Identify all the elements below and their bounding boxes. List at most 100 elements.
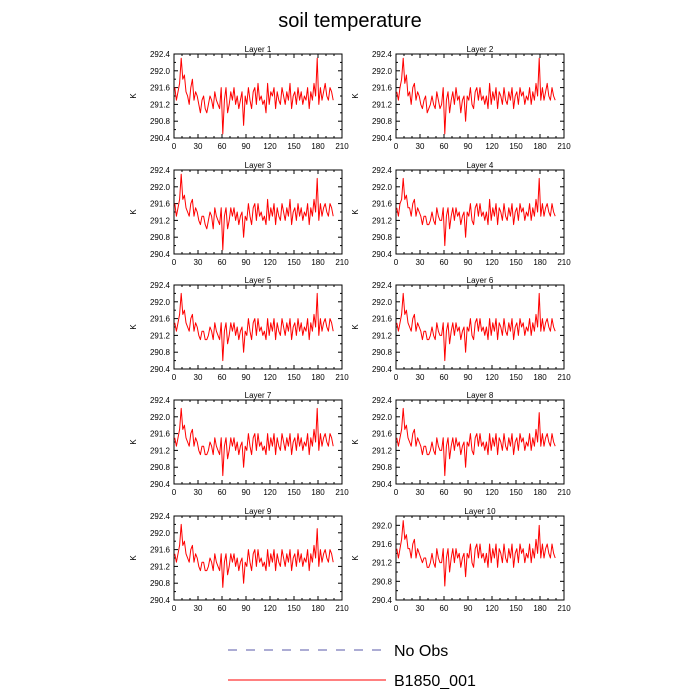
y-tick-label: 290.4 <box>372 134 393 143</box>
panel-3: Layer 3 0 30 60 90 120 150 180 210 290.4 290.8 291.… <box>129 161 349 267</box>
y-tick-label: 292.4 <box>150 166 171 175</box>
y-tick-label: 290.4 <box>150 365 171 374</box>
x-tick-label: 30 <box>194 604 203 613</box>
x-tick-label: 90 <box>464 373 473 382</box>
x-tick-label: 30 <box>416 142 425 151</box>
x-tick-label: 120 <box>485 258 499 267</box>
y-tick-label: 291.2 <box>372 331 393 340</box>
y-tick-label: 291.6 <box>150 430 171 439</box>
x-tick-label: 90 <box>242 373 251 382</box>
panel-title: Layer 8 <box>467 391 494 400</box>
x-tick-label: 120 <box>485 604 499 613</box>
y-tick-label: 290.4 <box>372 250 393 259</box>
panel-title: Layer 6 <box>467 276 494 285</box>
panel-title: Layer 3 <box>245 161 272 170</box>
y-axis-label: K <box>351 324 360 330</box>
x-tick-label: 210 <box>335 373 349 382</box>
x-tick-label: 90 <box>242 488 251 497</box>
y-tick-label: 291.6 <box>150 84 171 93</box>
x-tick-label: 210 <box>557 258 571 267</box>
y-tick-label: 290.8 <box>150 348 171 357</box>
y-tick-label: 290.8 <box>150 463 171 472</box>
x-tick-label: 0 <box>172 258 177 267</box>
x-tick-label: 150 <box>509 142 523 151</box>
y-tick-label: 291.2 <box>150 446 171 455</box>
x-tick-label: 30 <box>416 604 425 613</box>
y-tick-label: 292.4 <box>372 166 393 175</box>
x-tick-label: 30 <box>194 258 203 267</box>
y-tick-label: 290.4 <box>150 134 171 143</box>
y-tick-label: 292.0 <box>150 298 171 307</box>
x-tick-label: 120 <box>263 604 277 613</box>
y-tick-label: 290.8 <box>150 233 171 242</box>
series-line <box>174 523 334 588</box>
x-tick-label: 30 <box>194 373 203 382</box>
x-tick-label: 0 <box>394 142 399 151</box>
series-line <box>396 520 556 587</box>
x-tick-label: 150 <box>287 373 301 382</box>
y-tick-label: 292.4 <box>150 281 171 290</box>
x-tick-label: 180 <box>311 488 325 497</box>
panel-2: Layer 2 0 30 60 90 120 150 180 210 290.4 290.8 291.… <box>351 45 571 151</box>
x-tick-label: 60 <box>218 488 227 497</box>
x-tick-label: 180 <box>311 604 325 613</box>
y-tick-label: 291.6 <box>372 84 393 93</box>
x-tick-label: 150 <box>509 373 523 382</box>
x-tick-label: 120 <box>485 373 499 382</box>
x-tick-label: 180 <box>533 373 547 382</box>
panel-title: Layer 7 <box>245 391 272 400</box>
panel-8: Layer 8 0 30 60 90 120 150 180 210 290.4 290.8 291.… <box>351 391 571 497</box>
x-tick-label: 30 <box>194 488 203 497</box>
y-tick-label: 292.4 <box>372 396 393 405</box>
x-tick-label: 210 <box>335 258 349 267</box>
y-tick-label: 290.8 <box>372 463 393 472</box>
series-line <box>174 173 334 251</box>
x-tick-label: 0 <box>172 604 177 613</box>
x-tick-label: 90 <box>242 258 251 267</box>
x-tick-label: 180 <box>533 488 547 497</box>
y-tick-label: 290.8 <box>150 579 171 588</box>
x-tick-label: 0 <box>172 142 177 151</box>
y-tick-label: 291.6 <box>372 430 393 439</box>
y-tick-label: 292.0 <box>150 183 171 192</box>
y-tick-label: 291.6 <box>372 540 393 549</box>
legend-label-1: No Obs <box>394 643 448 660</box>
x-tick-label: 60 <box>440 373 449 382</box>
x-tick-label: 90 <box>242 142 251 151</box>
x-tick-label: 60 <box>440 488 449 497</box>
y-tick-label: 292.0 <box>150 413 171 422</box>
y-tick-label: 291.6 <box>150 200 171 209</box>
legend-label-2: B1850_001 <box>394 673 476 690</box>
panel-1: Layer 1 0 30 60 90 120 150 180 210 290.4 290.8 291.… <box>129 45 349 151</box>
panel-9: Layer 9 0 30 60 90 120 150 180 210 290.4 290.8 291.… <box>129 507 349 613</box>
x-tick-label: 150 <box>509 488 523 497</box>
x-tick-label: 120 <box>263 488 277 497</box>
panels: Layer 10 30 60 90 120 150 180 210 290.4 290.8 291.… <box>129 45 571 613</box>
y-tick-label: 291.2 <box>372 446 393 455</box>
x-tick-label: 30 <box>416 258 425 267</box>
x-tick-label: 30 <box>416 488 425 497</box>
x-tick-label: 210 <box>335 604 349 613</box>
y-tick-label: 290.8 <box>372 233 393 242</box>
panel-title: Layer 10 <box>464 507 496 516</box>
x-tick-label: 150 <box>287 604 301 613</box>
x-tick-label: 30 <box>416 373 425 382</box>
x-tick-label: 150 <box>287 258 301 267</box>
x-tick-label: 60 <box>218 142 227 151</box>
x-tick-label: 60 <box>218 373 227 382</box>
y-tick-label: 291.2 <box>372 216 393 225</box>
x-tick-label: 180 <box>311 142 325 151</box>
y-tick-label: 292.0 <box>150 67 171 76</box>
x-tick-label: 0 <box>172 488 177 497</box>
panel-6: Layer 6 0 30 60 90 120 150 180 210 290.4 290.8 291.… <box>351 276 571 382</box>
y-tick-label: 291.6 <box>150 315 171 324</box>
y-tick-label: 292.0 <box>150 529 171 538</box>
y-tick-label: 292.0 <box>372 521 393 530</box>
y-tick-label: 291.2 <box>150 331 171 340</box>
series-line <box>396 292 556 362</box>
x-tick-label: 90 <box>464 604 473 613</box>
y-tick-label: 290.4 <box>150 596 171 605</box>
x-tick-label: 210 <box>557 373 571 382</box>
y-axis-label: K <box>351 555 360 561</box>
series-line <box>174 292 334 362</box>
